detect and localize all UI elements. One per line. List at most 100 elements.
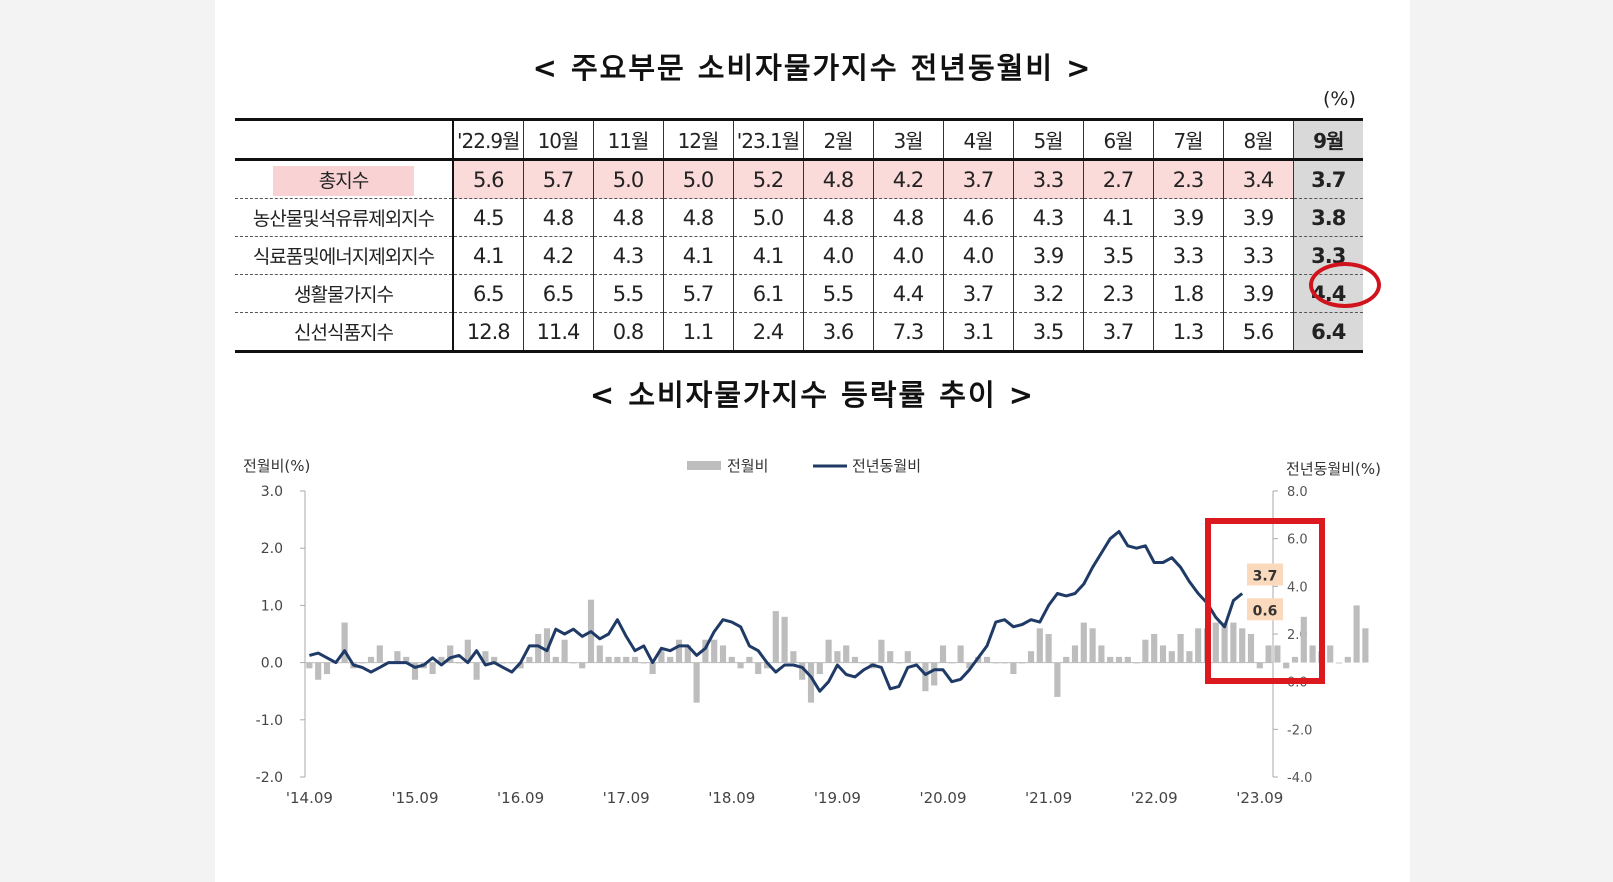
legend-label-line: 전년동월비 xyxy=(852,457,921,475)
value-cell: 3.4 xyxy=(1222,159,1293,199)
bar xyxy=(922,662,929,692)
header-cell: 9월 xyxy=(1292,118,1363,161)
value-cell: 3.7 xyxy=(942,274,1013,313)
x-tick-label: '23.09 xyxy=(1236,789,1283,807)
value-cell: 1.8 xyxy=(1152,274,1223,313)
value-cell: 3.7 xyxy=(1082,312,1153,353)
bar xyxy=(491,656,498,663)
value-cell: 3.2 xyxy=(1012,274,1083,313)
y-left-tick-label: 2.0 xyxy=(261,541,283,557)
bar xyxy=(851,656,859,663)
row-label-text: 총지수 xyxy=(272,166,415,196)
header-cell: 4월 xyxy=(942,118,1013,161)
value-cell: 3.5 xyxy=(1012,312,1083,353)
bar xyxy=(1177,634,1184,663)
y-left-tick-label: 0.0 xyxy=(261,656,283,672)
value-cell: 4.5 xyxy=(452,198,523,237)
bar xyxy=(403,656,410,663)
bar xyxy=(772,611,779,663)
header-cell: '22.9월 xyxy=(452,118,523,161)
bar xyxy=(966,662,973,669)
bar xyxy=(552,656,559,663)
bar xyxy=(1344,656,1351,663)
value-cell: 4.2 xyxy=(522,236,593,275)
bar xyxy=(1362,628,1369,663)
value-cell: 4.0 xyxy=(872,236,943,275)
value-cell: 3.6 xyxy=(802,312,873,353)
value-cell: 12.8 xyxy=(452,312,523,353)
bar xyxy=(447,645,454,663)
bar xyxy=(675,639,683,663)
bar xyxy=(499,662,507,664)
row-label: 농산물및석유류제외지수 xyxy=(235,198,454,237)
bar xyxy=(596,645,603,663)
bar xyxy=(825,639,832,663)
value-cell: 4.0 xyxy=(942,236,1013,275)
bar xyxy=(1335,662,1343,664)
header-cell: 7월 xyxy=(1152,118,1223,161)
legend-label-bar: 전월비 xyxy=(727,457,768,475)
row-label: 생활물가지수 xyxy=(235,274,454,313)
bar xyxy=(561,639,568,663)
value-cell: 7.3 xyxy=(872,312,943,353)
bar xyxy=(992,662,999,664)
y-left-tick-label: 3.0 xyxy=(261,484,283,500)
y-right-tick-label: 6.0 xyxy=(1287,533,1308,548)
value-cell: 3.9 xyxy=(1222,198,1293,237)
bar xyxy=(1054,662,1061,697)
value-cell: 5.0 xyxy=(662,159,733,199)
bar xyxy=(473,662,480,680)
value-cell: 3.7 xyxy=(1292,159,1363,199)
bar xyxy=(843,645,850,663)
value-cell: 6.5 xyxy=(452,274,523,313)
value-cell: 4.4 xyxy=(872,274,943,313)
value-cell: 4.3 xyxy=(592,236,663,275)
table-row: 생활물가지수 6.5 6.5 5.5 5.7 6.1 5.5 4.4 3.7 3.2 2.3 1.8 3… xyxy=(235,274,1363,313)
row-label-text: 신선식품지수 xyxy=(294,322,394,344)
annotation-box-yoy xyxy=(1247,563,1283,586)
value-cell: 3.3 xyxy=(1222,236,1293,275)
annotation-mom: 0.6 xyxy=(1253,603,1278,619)
bar xyxy=(1063,656,1070,663)
x-tick-label: '15.09 xyxy=(391,789,438,807)
bar xyxy=(341,622,348,663)
y-left-tick-label: 1.0 xyxy=(261,598,283,614)
x-tick-label: '20.09 xyxy=(919,789,966,807)
bar xyxy=(359,662,366,664)
header-cell: '23.1월 xyxy=(732,118,803,161)
bar xyxy=(1168,651,1175,663)
bar xyxy=(394,651,401,663)
value-cell: 4.8 xyxy=(802,159,873,199)
value-cell: 2.4 xyxy=(732,312,803,353)
bar xyxy=(640,662,647,664)
bar xyxy=(631,656,639,663)
bar xyxy=(1195,628,1202,663)
bar xyxy=(939,645,947,663)
value-cell: 4.8 xyxy=(522,198,593,237)
bar xyxy=(763,662,771,669)
bar xyxy=(605,656,612,663)
header-cell: 8월 xyxy=(1222,118,1293,161)
value-cell: 4.6 xyxy=(942,198,1013,237)
table-row: 식료품및에너지제외지수 4.1 4.2 4.3 4.1 4.1 4.0 4.0 4.0 3.9 3.… xyxy=(235,236,1363,275)
bar xyxy=(570,662,577,664)
bar xyxy=(1274,645,1281,663)
table-row: 총지수 5.6 5.7 5.0 5.0 5.2 4.8 4.2 3.7 3.3 2.7 2.3 3.4 3… xyxy=(235,159,1363,199)
annotation-box-mom xyxy=(1247,598,1283,621)
bar xyxy=(464,639,471,663)
bar xyxy=(1247,634,1255,663)
value-cell: 5.0 xyxy=(592,159,663,199)
y-right-tick-label: -2.0 xyxy=(1287,723,1312,738)
value-cell: 2.3 xyxy=(1152,159,1223,199)
value-cell: 3.9 xyxy=(1222,274,1293,313)
bar xyxy=(1019,662,1026,664)
bar xyxy=(1239,628,1246,663)
value-cell: 4.8 xyxy=(662,198,733,237)
row-label-text: 생활물가지수 xyxy=(294,284,394,306)
bar xyxy=(1327,645,1334,663)
value-cell: 3.5 xyxy=(1082,236,1153,275)
table-title: < 주요부문 소비자물가지수 전년동월비 > xyxy=(532,51,1093,85)
y-right-tick-label: 4.0 xyxy=(1287,580,1308,595)
yoy-line xyxy=(309,530,1244,693)
x-tick-label: '16.09 xyxy=(497,789,544,807)
